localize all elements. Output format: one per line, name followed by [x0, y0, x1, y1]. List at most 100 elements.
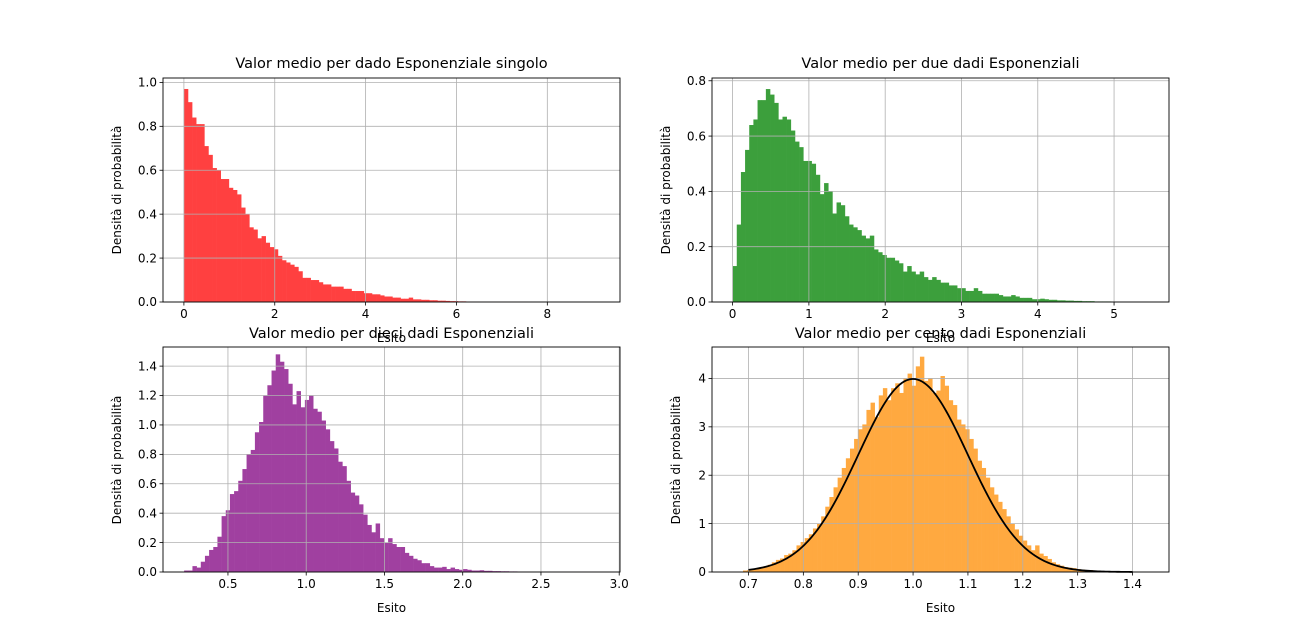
- histogram-bar: [844, 216, 850, 302]
- histogram-bar: [355, 291, 360, 302]
- histogram-bar: [204, 555, 210, 572]
- x-axis-label: Esito: [926, 601, 955, 615]
- histogram-bar: [771, 562, 777, 572]
- histogram-bar: [1051, 562, 1057, 572]
- histogram-bar: [317, 411, 322, 572]
- histogram-bar: [794, 141, 800, 302]
- histogram-bar: [425, 563, 431, 572]
- histogram-bar: [347, 288, 352, 302]
- histogram-bar: [895, 383, 900, 572]
- histogram-bar: [183, 88, 189, 302]
- histogram-bar: [784, 555, 789, 572]
- histogram-bar: [371, 294, 377, 302]
- histogram-bar: [338, 461, 343, 572]
- histogram-bar: [392, 544, 397, 572]
- histogram-bar: [1027, 297, 1033, 302]
- histogram-bar: [853, 227, 858, 302]
- histogram-bar: [957, 288, 962, 302]
- x-tick-label: 1: [805, 307, 813, 321]
- histogram-bar: [803, 160, 808, 302]
- histogram-bar: [977, 290, 983, 302]
- histogram-bar: [249, 227, 254, 302]
- histogram-bar: [1039, 553, 1044, 572]
- histogram-bar: [775, 559, 781, 572]
- histogram-bar: [865, 238, 871, 302]
- histogram-bar: [346, 480, 351, 572]
- x-tick-label: 2: [881, 307, 889, 321]
- histogram-bar: [241, 207, 246, 302]
- histogram-bars: [184, 354, 601, 572]
- histogram-bar: [961, 288, 966, 302]
- histogram-bar: [220, 179, 226, 302]
- histogram-bar: [869, 235, 875, 302]
- histogram-bar: [217, 536, 222, 572]
- histogram-bar: [250, 449, 256, 572]
- x-tick-label: 1.1: [958, 577, 977, 591]
- histogram-bar: [936, 279, 941, 302]
- histogram-bar: [200, 561, 206, 572]
- histogram-bar: [376, 294, 381, 302]
- histogram-bar: [404, 552, 410, 572]
- histogram-bar: [200, 124, 205, 303]
- histogram-bar: [1043, 556, 1048, 572]
- histogram-bar: [294, 266, 299, 302]
- histogram-bar: [757, 100, 763, 303]
- x-tick-label: 6: [453, 307, 461, 321]
- histogram-bar: [1023, 297, 1029, 302]
- histogram-bar: [811, 163, 817, 302]
- histogram-bar: [849, 448, 855, 572]
- histogram-bar: [840, 205, 846, 302]
- histogram-bar: [458, 569, 464, 572]
- histogram-bar: [782, 116, 787, 302]
- histogram-bar: [749, 125, 754, 302]
- histogram-bar: [911, 385, 917, 572]
- histogram-bar: [242, 469, 247, 572]
- histogram-bar: [400, 298, 405, 302]
- x-tick-label: 0: [180, 307, 188, 321]
- histogram-bar: [475, 570, 480, 572]
- y-tick-label: 0.2: [687, 240, 706, 254]
- histogram-bar: [998, 501, 1003, 572]
- histogram-bars: [732, 89, 1149, 303]
- y-tick-label: 0.4: [687, 185, 706, 199]
- y-tick-label: 4: [698, 372, 706, 386]
- histogram-bar: [192, 566, 197, 572]
- histogram-bar: [224, 179, 230, 302]
- histogram-bar: [890, 257, 896, 302]
- y-axis-label: Densità di probabilità: [110, 396, 124, 525]
- histogram-bar: [832, 213, 837, 302]
- histogram-bar: [310, 280, 316, 302]
- histogram-bar: [923, 277, 929, 302]
- histogram-bar: [804, 538, 810, 572]
- histogram-bar: [833, 487, 838, 572]
- histogram-bar: [1047, 558, 1052, 572]
- histogram-bar: [990, 293, 995, 302]
- histogram-bar: [412, 299, 418, 302]
- histogram-bar: [192, 117, 197, 302]
- histogram-bar: [948, 285, 954, 302]
- histogram-bar: [471, 570, 476, 572]
- histogram-bar: [815, 174, 821, 302]
- histogram-bar: [421, 563, 426, 572]
- histogram-bar: [940, 282, 945, 302]
- histogram-bar: [367, 293, 373, 302]
- histogram-bar: [209, 549, 214, 572]
- histogram-bar: [375, 523, 381, 572]
- y-axis-label: Densità di probabilità: [110, 126, 124, 255]
- histogram-bar: [286, 262, 291, 302]
- histogram-bar: [770, 94, 775, 302]
- histogram-bar: [292, 404, 297, 572]
- histogram-bar: [998, 295, 1004, 302]
- histogram-bar: [388, 296, 393, 302]
- histogram-bar: [977, 460, 982, 572]
- histogram-bar: [1059, 565, 1065, 572]
- histogram-bar: [1026, 545, 1032, 572]
- histogram-bar: [413, 558, 418, 572]
- x-tick-label: 2.0: [453, 577, 472, 591]
- histogram-bar: [269, 247, 275, 302]
- histogram-bar: [446, 569, 451, 572]
- histogram-bar: [238, 480, 243, 572]
- y-tick-label: 0.2: [138, 251, 157, 265]
- histogram-bar: [1035, 545, 1040, 572]
- histogram-bar: [334, 448, 339, 572]
